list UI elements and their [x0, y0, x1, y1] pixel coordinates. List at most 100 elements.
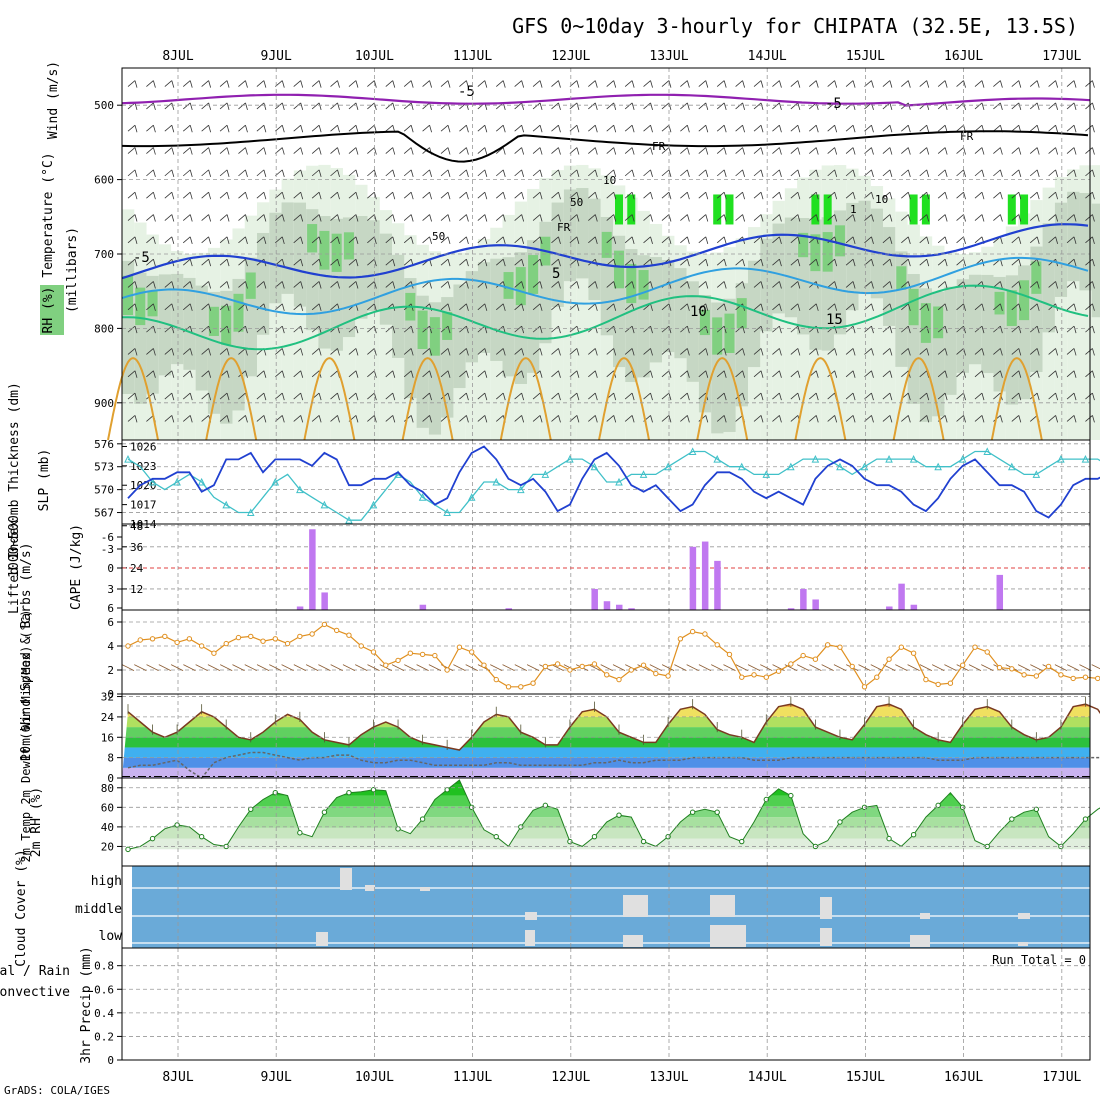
wind-barb: [171, 214, 175, 222]
wind-barb: [845, 236, 854, 244]
rh-shade-mid: [257, 232, 270, 335]
wind-barb: [293, 348, 301, 355]
wind-barb: [594, 348, 598, 356]
wind-barb: [171, 125, 175, 133]
wind-barb: [256, 303, 265, 311]
wind-barb: [624, 236, 633, 244]
li-tick-label: 6: [107, 602, 114, 615]
wind-barb: [1073, 236, 1077, 244]
wind-barb: [907, 80, 911, 88]
wind-barb: [502, 370, 506, 378]
wind-barb-10m: [146, 664, 159, 671]
wind-barb: [293, 124, 301, 132]
wind-barb: [373, 192, 377, 200]
wind-barb: [588, 370, 596, 378]
wind-barb: [1092, 392, 1095, 401]
wind-barb: [760, 80, 764, 88]
wind-barb: [735, 348, 743, 355]
wind-barb-10m: [711, 664, 724, 671]
rh-shade-mid: [1054, 202, 1068, 297]
wind-barb: [974, 191, 983, 199]
wind-barb: [337, 147, 340, 155]
wind-barb: [624, 147, 633, 154]
rh-band: [122, 838, 1090, 850]
wind-barb: [1048, 325, 1056, 333]
wind-barb: [153, 169, 156, 177]
rh-shade-green: [822, 232, 833, 272]
wind-barb: [311, 281, 320, 288]
cloud-background: [132, 866, 1090, 948]
wind-barb: [974, 169, 983, 177]
cape-bar: [886, 606, 893, 610]
wind-barb: [852, 169, 856, 177]
temp-band: [122, 706, 1090, 717]
wind-barb: [201, 348, 209, 355]
wind-speed-marker: [186, 636, 193, 642]
wind-barb: [134, 147, 138, 155]
rh-shade-green: [429, 317, 440, 356]
wind-barb: [643, 281, 651, 288]
wind-barb: [477, 348, 486, 355]
wind-barb: [643, 80, 651, 87]
wind-barb: [790, 325, 799, 333]
wind-barb: [153, 303, 156, 311]
wind-barb: [569, 348, 578, 355]
wind-barb: [698, 236, 707, 244]
wind-barb: [422, 169, 430, 177]
wind-barb: [760, 415, 764, 423]
wind-barb: [281, 281, 285, 289]
wind-barb: [1048, 102, 1056, 110]
wind-barb: [686, 281, 690, 289]
wind-barb: [514, 415, 522, 422]
rh2m-marker: [1082, 816, 1089, 822]
wind-barb: [901, 258, 909, 266]
wind-barb: [558, 102, 561, 111]
wind-barb: [834, 125, 838, 133]
wind-barb: [429, 125, 432, 133]
wind-barb: [514, 214, 522, 221]
wind-barb: [182, 348, 191, 355]
wind-barb: [429, 415, 432, 423]
wind-barb: [281, 370, 285, 378]
wind-barb: [337, 392, 340, 401]
rh-shade-green: [896, 266, 907, 290]
wind-barb: [558, 147, 561, 155]
wind-barb: [686, 125, 690, 133]
wind-barb: [944, 281, 948, 289]
precip-tick-label: 0.6: [94, 983, 114, 996]
wind-barb: [742, 80, 745, 88]
wind-barb: [705, 80, 709, 88]
wind-barb: [882, 147, 891, 154]
rh-shade-mid: [195, 285, 208, 391]
wind-barb: [146, 147, 154, 154]
wind-barb: [1092, 281, 1095, 289]
wind-barb: [1092, 192, 1095, 200]
wind-barb: [182, 392, 191, 400]
wind-barb: [1055, 348, 1059, 356]
rh2m-marker: [248, 806, 254, 812]
temp-tick-label: 16: [101, 731, 114, 744]
wind-speed-marker: [616, 676, 622, 683]
wind-barb: [723, 348, 727, 356]
wind-barb: [238, 214, 246, 221]
wind-speed-marker: [591, 661, 598, 667]
wind-barb: [1055, 236, 1059, 244]
wind-barb: [189, 125, 193, 133]
wind-barb: [410, 80, 414, 88]
wind-barb: [245, 214, 248, 222]
wind-barb: [797, 147, 801, 155]
wind-barb: [226, 192, 230, 200]
wind-barb: [1085, 102, 1093, 110]
wind-barb: [680, 325, 688, 333]
wind-barb-10m: [453, 664, 466, 671]
wind-barb: [1018, 259, 1022, 267]
wind-barb: [189, 281, 193, 289]
cape-bar: [309, 529, 316, 610]
wind-barb: [263, 102, 267, 111]
temp-band: [122, 686, 1090, 696]
wind-barb: [698, 258, 707, 266]
wind-barb: [705, 348, 709, 356]
wind-speed-marker: [358, 643, 364, 649]
wind-barb: [779, 80, 782, 88]
wind-barb: [1018, 415, 1022, 423]
